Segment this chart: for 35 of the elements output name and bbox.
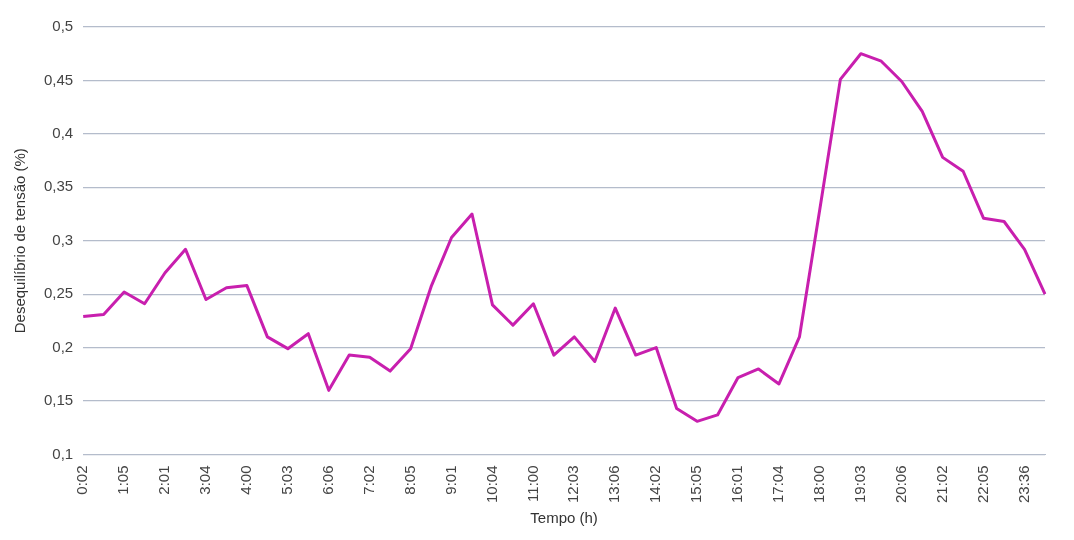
x-tick-label: 4:00 <box>237 465 255 495</box>
x-tick-label: 20:06 <box>891 465 909 504</box>
x-tick-label: 21:02 <box>932 465 950 504</box>
y-tick-label: 0,5 <box>52 17 74 35</box>
y-tick-label: 0,1 <box>52 444 74 462</box>
x-tick-label: 12:03 <box>564 465 582 504</box>
y-axis-title: Desequilíbrio de tensão (%) <box>11 148 29 334</box>
x-tick-label: 2:01 <box>155 465 173 495</box>
y-tick-label: 0,35 <box>43 177 74 195</box>
y-tick-label: 0,15 <box>43 391 74 409</box>
y-tick-label: 0,25 <box>43 284 74 302</box>
x-tick-label: 19:03 <box>850 465 868 504</box>
x-tick-label: 0:02 <box>73 465 91 495</box>
x-tick-label: 15:05 <box>687 465 705 504</box>
x-tick-label: 1:05 <box>114 465 132 495</box>
x-tick-label: 6:06 <box>318 465 336 495</box>
x-tick-label: 9:01 <box>441 465 459 495</box>
x-tick-label: 17:04 <box>769 465 787 504</box>
y-tick-label: 0,4 <box>52 124 74 142</box>
x-axis-title: Tempo (h) <box>530 509 598 527</box>
x-tick-label: 23:36 <box>1014 465 1032 504</box>
x-tick-label: 14:02 <box>646 465 664 504</box>
x-tick-label: 10:04 <box>482 465 500 504</box>
x-tick-label: 22:05 <box>973 465 991 504</box>
x-tick-label: 11:00 <box>523 465 541 502</box>
x-tick-label: 7:02 <box>359 465 377 495</box>
x-tick-label: 5:03 <box>277 465 295 495</box>
x-tick-label: 8:05 <box>400 465 418 495</box>
x-tick-label: 13:06 <box>605 465 623 504</box>
y-tick-label: 0,2 <box>52 337 74 355</box>
x-tick-label: 16:01 <box>728 465 746 504</box>
y-tick-label: 0,3 <box>52 230 74 248</box>
x-tick-label: 3:04 <box>196 465 214 495</box>
x-tick-label: 18:00 <box>810 465 828 504</box>
y-tick-label: 0,45 <box>43 70 74 88</box>
